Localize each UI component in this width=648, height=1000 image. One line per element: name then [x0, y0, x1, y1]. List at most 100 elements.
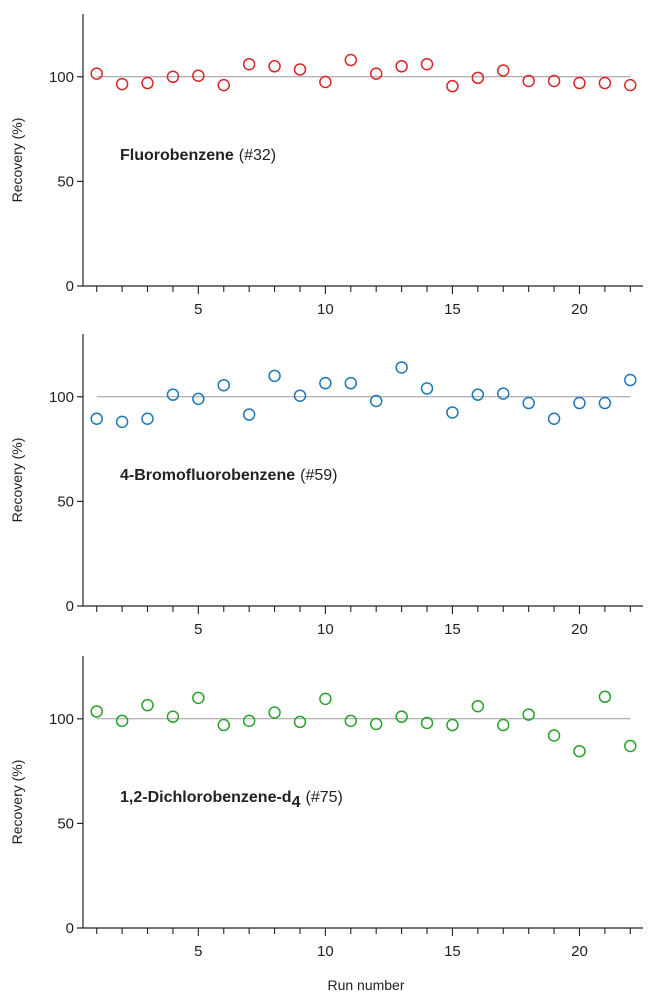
y-tick-label: 0	[66, 278, 74, 295]
data-point	[598, 690, 612, 704]
data-point	[420, 57, 434, 71]
data-point	[293, 389, 307, 402]
data-point	[471, 699, 485, 713]
x-tick-label: 10	[317, 301, 334, 318]
x-tick-label: 15	[444, 301, 461, 318]
data-point	[598, 396, 612, 410]
x-tick-label: 20	[571, 301, 588, 318]
compound-title: Fluorobenzene (#32)	[120, 147, 276, 164]
data-point	[242, 57, 256, 71]
x-tick-label: 5	[194, 943, 202, 960]
data-point	[471, 71, 485, 85]
data-point	[497, 64, 510, 77]
data-point	[497, 387, 510, 400]
compound-title: 4-Bromofluorobenzene (#59)	[120, 467, 337, 484]
data-point	[446, 406, 459, 419]
data-point	[141, 412, 154, 425]
data-point	[115, 77, 129, 91]
x-tick-label: 20	[571, 621, 588, 638]
data-point	[166, 70, 180, 84]
data-point	[395, 361, 408, 374]
x-tick-label: 15	[444, 943, 461, 960]
data-point	[547, 729, 561, 742]
compound-title: 1,2-Dichlorobenzene-d4 (#75)	[120, 789, 343, 811]
data-point	[624, 78, 637, 92]
data-point	[166, 388, 180, 401]
y-tick-label: 100	[49, 711, 74, 728]
data-point	[268, 706, 281, 719]
data-point	[141, 76, 154, 90]
data-point	[217, 718, 230, 732]
data-point	[115, 714, 129, 728]
y-tick-label: 100	[49, 69, 74, 86]
data-point	[141, 698, 154, 712]
data-point	[242, 714, 256, 728]
compound-number: (#32)	[239, 147, 276, 164]
panel-1: 0 50 100 5 10 15 20 Recovery (%) Fluorobenzene (#…	[9, 14, 643, 318]
data-point	[319, 376, 332, 390]
data-point	[293, 715, 307, 729]
data-point	[573, 76, 586, 90]
y-tick-label: 50	[57, 815, 74, 832]
data-point	[344, 376, 358, 390]
data-point	[90, 705, 103, 718]
data-point	[344, 714, 358, 728]
data-point	[547, 412, 561, 425]
compound-name: Fluorobenzene	[120, 147, 234, 164]
y-axis-title: Recovery (%)	[9, 118, 25, 203]
panel-3: 0 50 100 5 10 15 20 Recovery (%) 1,2-Dichloroben…	[9, 656, 643, 960]
data-point	[420, 716, 434, 730]
data-point	[217, 78, 230, 92]
data-point	[395, 60, 408, 73]
x-tick-label: 20	[571, 943, 588, 960]
data-point	[369, 394, 383, 408]
data-point	[293, 63, 307, 76]
data-point	[522, 74, 535, 88]
x-tick-label: 10	[317, 621, 334, 638]
data-point	[268, 60, 281, 73]
x-tick-label: 5	[194, 301, 202, 318]
data-point	[115, 415, 129, 429]
data-point	[192, 691, 205, 705]
data-point	[192, 392, 205, 406]
data-point	[268, 369, 281, 383]
data-point	[319, 692, 332, 706]
y-tick-label: 0	[66, 598, 74, 615]
data-point	[573, 396, 586, 410]
compound-subscript: 4	[292, 794, 301, 811]
compound-name: 1,2-Dichlorobenzene-d	[120, 789, 292, 806]
data-point	[624, 739, 637, 753]
data-point	[192, 69, 205, 82]
data-point	[446, 79, 459, 93]
data-point	[319, 75, 332, 89]
data-point	[90, 412, 103, 425]
y-tick-label: 100	[49, 389, 74, 406]
data-point	[217, 379, 230, 392]
data-point	[547, 74, 561, 88]
data-point	[369, 67, 383, 80]
data-point	[242, 408, 256, 421]
data-point	[522, 708, 535, 721]
data-point	[497, 718, 510, 732]
data-point	[344, 53, 358, 67]
y-tick-label: 0	[66, 920, 74, 937]
x-tick-label: 5	[194, 621, 202, 638]
data-point	[598, 76, 612, 90]
data-point	[573, 744, 586, 758]
data-point	[369, 717, 383, 731]
y-axis-title: Recovery (%)	[9, 760, 25, 845]
data-point	[420, 382, 434, 395]
compound-number: (#59)	[300, 467, 337, 484]
data-point	[446, 718, 459, 732]
y-tick-label: 50	[57, 173, 74, 190]
data-point	[624, 373, 637, 387]
data-point	[166, 710, 180, 723]
x-tick-label: 10	[317, 943, 334, 960]
compound-number: (#75)	[305, 789, 342, 806]
data-point	[522, 396, 535, 410]
data-point	[90, 67, 103, 80]
data-point	[395, 710, 408, 723]
data-point	[471, 388, 485, 401]
